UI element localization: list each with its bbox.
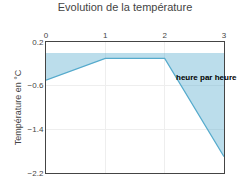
svg-text:−0.6: −0.6 (28, 81, 44, 90)
svg-text:heure par heure: heure par heure (176, 73, 237, 82)
svg-text:Température en °C: Température en °C (13, 69, 23, 145)
svg-text:3: 3 (222, 31, 227, 40)
svg-text:1: 1 (103, 31, 108, 40)
svg-text:−1.4: −1.4 (28, 125, 44, 134)
svg-text:0: 0 (44, 31, 49, 40)
svg-text:−2.2: −2.2 (28, 169, 44, 178)
svg-text:Evolution de la température: Evolution de la température (58, 1, 193, 13)
svg-text:0.2: 0.2 (32, 38, 44, 47)
svg-text:2: 2 (162, 31, 167, 40)
